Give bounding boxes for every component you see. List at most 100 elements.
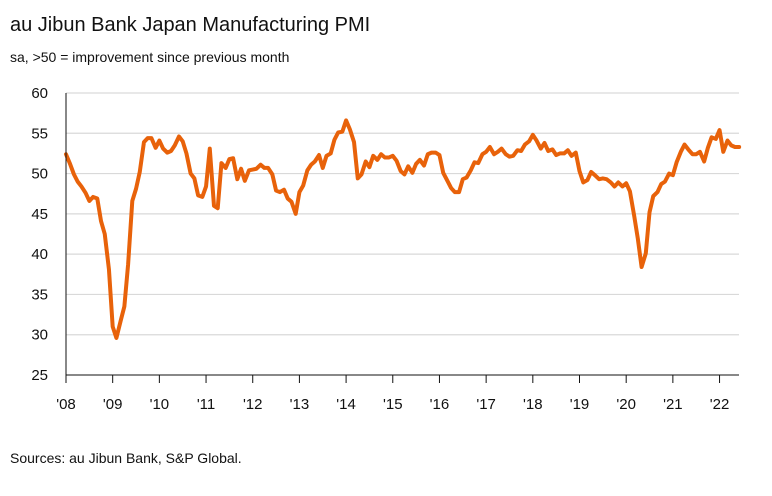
data-point [68, 161, 72, 165]
data-point [613, 184, 617, 188]
data-point [686, 147, 690, 151]
y-tick-label: 45 [31, 206, 48, 223]
series-line-pmi [64, 118, 742, 340]
data-point [546, 149, 550, 153]
data-point [111, 325, 115, 329]
data-point [620, 184, 624, 188]
data-point [515, 148, 519, 152]
y-tick-label: 60 [31, 85, 48, 102]
data-point [227, 157, 231, 161]
data-point [445, 179, 449, 183]
data-point [126, 263, 130, 267]
data-point [461, 177, 465, 181]
data-point [181, 139, 185, 143]
data-point [387, 155, 391, 159]
data-point [504, 152, 508, 156]
x-tick-label: '10 [150, 396, 170, 413]
data-point [208, 147, 212, 151]
data-point [539, 147, 543, 151]
data-point [721, 150, 725, 154]
data-point [399, 169, 403, 173]
data-point [558, 151, 562, 155]
data-point [254, 167, 258, 171]
data-point [507, 155, 511, 159]
y-tick-label: 35 [31, 286, 48, 303]
pmi-line-chart: 25 30 35 40 45 50 55 60 '08 '09 '10 '11 '12 '13 '14 '1… [31, 85, 742, 413]
data-point [274, 188, 278, 192]
y-tick-label: 30 [31, 327, 48, 344]
data-point [519, 149, 523, 153]
data-point [410, 171, 414, 175]
x-tick-label: '17 [476, 396, 496, 413]
x-tick-label: '19 [570, 396, 590, 413]
data-point [426, 152, 430, 156]
data-point [130, 199, 134, 203]
data-point [165, 151, 169, 155]
data-point [675, 160, 679, 164]
data-point [224, 166, 228, 170]
data-point [134, 187, 138, 191]
data-point [628, 189, 632, 193]
data-point [651, 194, 655, 198]
data-point [360, 172, 364, 176]
gridlines [66, 92, 739, 336]
data-point [301, 184, 305, 188]
data-point [589, 170, 593, 174]
data-point [196, 193, 200, 197]
data-point [192, 176, 196, 180]
data-point [694, 152, 698, 156]
data-point [305, 168, 309, 172]
data-point [297, 190, 301, 194]
y-tick-label: 55 [31, 125, 48, 142]
data-point [457, 190, 461, 194]
data-point [239, 167, 243, 171]
data-point [632, 213, 636, 217]
data-point [422, 164, 426, 168]
data-point [379, 152, 383, 156]
x-tick-label: '14 [336, 396, 356, 413]
data-point [636, 237, 640, 241]
x-tick-label: '20 [616, 396, 636, 413]
data-point [706, 146, 710, 150]
data-point [488, 145, 492, 149]
data-point [72, 172, 76, 176]
data-point [157, 139, 161, 143]
data-point [601, 176, 605, 180]
data-point [321, 166, 325, 170]
data-point [640, 265, 644, 269]
data-point [332, 138, 336, 142]
data-point [472, 160, 476, 164]
data-point [725, 139, 729, 143]
x-tick-label: '09 [103, 396, 123, 413]
data-point [616, 180, 620, 184]
data-point [324, 154, 328, 158]
chart-title: au Jibun Bank Japan Manufacturing PMI [10, 14, 371, 36]
data-point [84, 191, 88, 195]
data-point [329, 151, 333, 155]
axes [65, 93, 739, 376]
data-point [605, 177, 609, 181]
data-point [476, 161, 480, 165]
data-point [395, 159, 399, 163]
data-point [391, 154, 395, 158]
data-point [282, 188, 286, 192]
data-point [453, 190, 457, 194]
data-point [356, 176, 360, 180]
data-point [95, 197, 99, 201]
data-point [527, 139, 531, 143]
data-point [566, 148, 570, 152]
data-point [169, 149, 173, 153]
data-point [574, 151, 578, 155]
data-point [383, 155, 387, 159]
data-point [289, 200, 293, 204]
data-point [683, 143, 687, 147]
data-point [480, 152, 484, 156]
data-point [597, 177, 601, 181]
data-point [469, 168, 473, 172]
data-point [593, 173, 597, 177]
x-tick-label: '21 [663, 396, 683, 413]
data-point [119, 319, 123, 323]
data-point [259, 163, 263, 167]
data-point [317, 153, 321, 157]
x-tick-label: '15 [383, 396, 403, 413]
